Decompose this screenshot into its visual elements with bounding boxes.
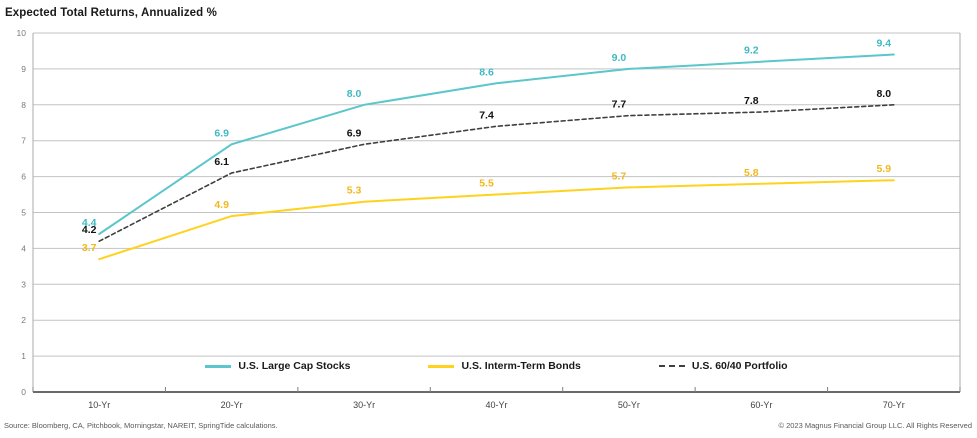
y-tick-label: 4 [21,243,26,253]
x-tick-label: 50-Yr [618,400,640,410]
y-tick-label: 9 [21,64,26,74]
y-tick-label: 1 [21,351,26,361]
value-label-series-3: 7.8 [744,95,759,107]
legend-swatch-solid-icon [428,364,455,368]
value-label-series-3: 8.0 [876,88,891,100]
copyright-note: © 2023 Magnus Financial Group LLC. All R… [778,421,972,430]
legend-swatch-solid-icon [205,364,232,368]
y-tick-label: 2 [21,315,26,325]
x-tick-label: 70-Yr [883,400,905,410]
y-tick-label: 0 [21,387,26,397]
y-tick-label: 8 [21,100,26,110]
source-note: Source: Bloomberg, CA, Pitchbook, Mornin… [4,421,278,430]
y-tick-label: 3 [21,279,26,289]
value-label-series-2: 5.9 [876,163,891,175]
value-label-series-1: 9.4 [876,38,891,50]
value-label-series-2: 3.7 [82,242,97,254]
value-label-series-1: 8.6 [479,66,494,78]
x-tick-label: 10-Yr [88,400,110,410]
x-tick-label: 20-Yr [221,400,243,410]
value-label-series-3: 6.9 [347,127,362,139]
x-tick-label: 40-Yr [485,400,507,410]
value-label-series-1: 8.0 [347,88,362,100]
value-label-series-3: 7.4 [479,109,494,121]
value-label-series-1: 9.0 [612,52,627,64]
x-tick-label: 30-Yr [353,400,375,410]
legend-item-1: U.S. Large Cap Stocks [205,360,350,372]
legend-label-1: U.S. Large Cap Stocks [238,360,351,372]
chart-title: Expected Total Returns, Annualized % [5,7,217,19]
legend-swatch-dashed-icon [658,365,685,367]
legend-label-3: U.S. 60/40 Portfolio [691,360,788,372]
value-label-series-2: 5.3 [347,185,362,197]
value-label-series-3: 6.1 [214,156,229,168]
y-tick-label: 5 [21,208,26,218]
series-line-3 [98,104,895,242]
legend: U.S. Large Cap Stocks U.S. Interm-Term Bo… [33,360,960,372]
legend-label-2: U.S. Interm-Term Bonds [461,360,581,372]
value-label-series-2: 4.9 [214,199,229,211]
value-label-series-2: 5.8 [744,167,759,179]
legend-item-3: U.S. 60/40 Portfolio [658,360,788,372]
value-label-series-3: 4.2 [82,224,97,236]
value-label-series-1: 6.9 [214,127,229,139]
value-label-series-1: 4.4 [82,217,97,229]
value-label-series-2: 5.5 [479,178,494,190]
value-label-series-3: 7.7 [612,99,627,111]
series-line-2 [98,179,895,261]
value-label-series-1: 9.2 [744,45,759,57]
x-tick-label: 60-Yr [750,400,772,410]
y-tick-label: 10 [17,28,27,38]
value-label-series-2: 5.7 [612,170,627,182]
y-tick-label: 6 [21,172,26,182]
legend-item-2: U.S. Interm-Term Bonds [428,360,581,372]
series-line-1 [98,53,895,235]
y-tick-label: 7 [21,136,26,146]
